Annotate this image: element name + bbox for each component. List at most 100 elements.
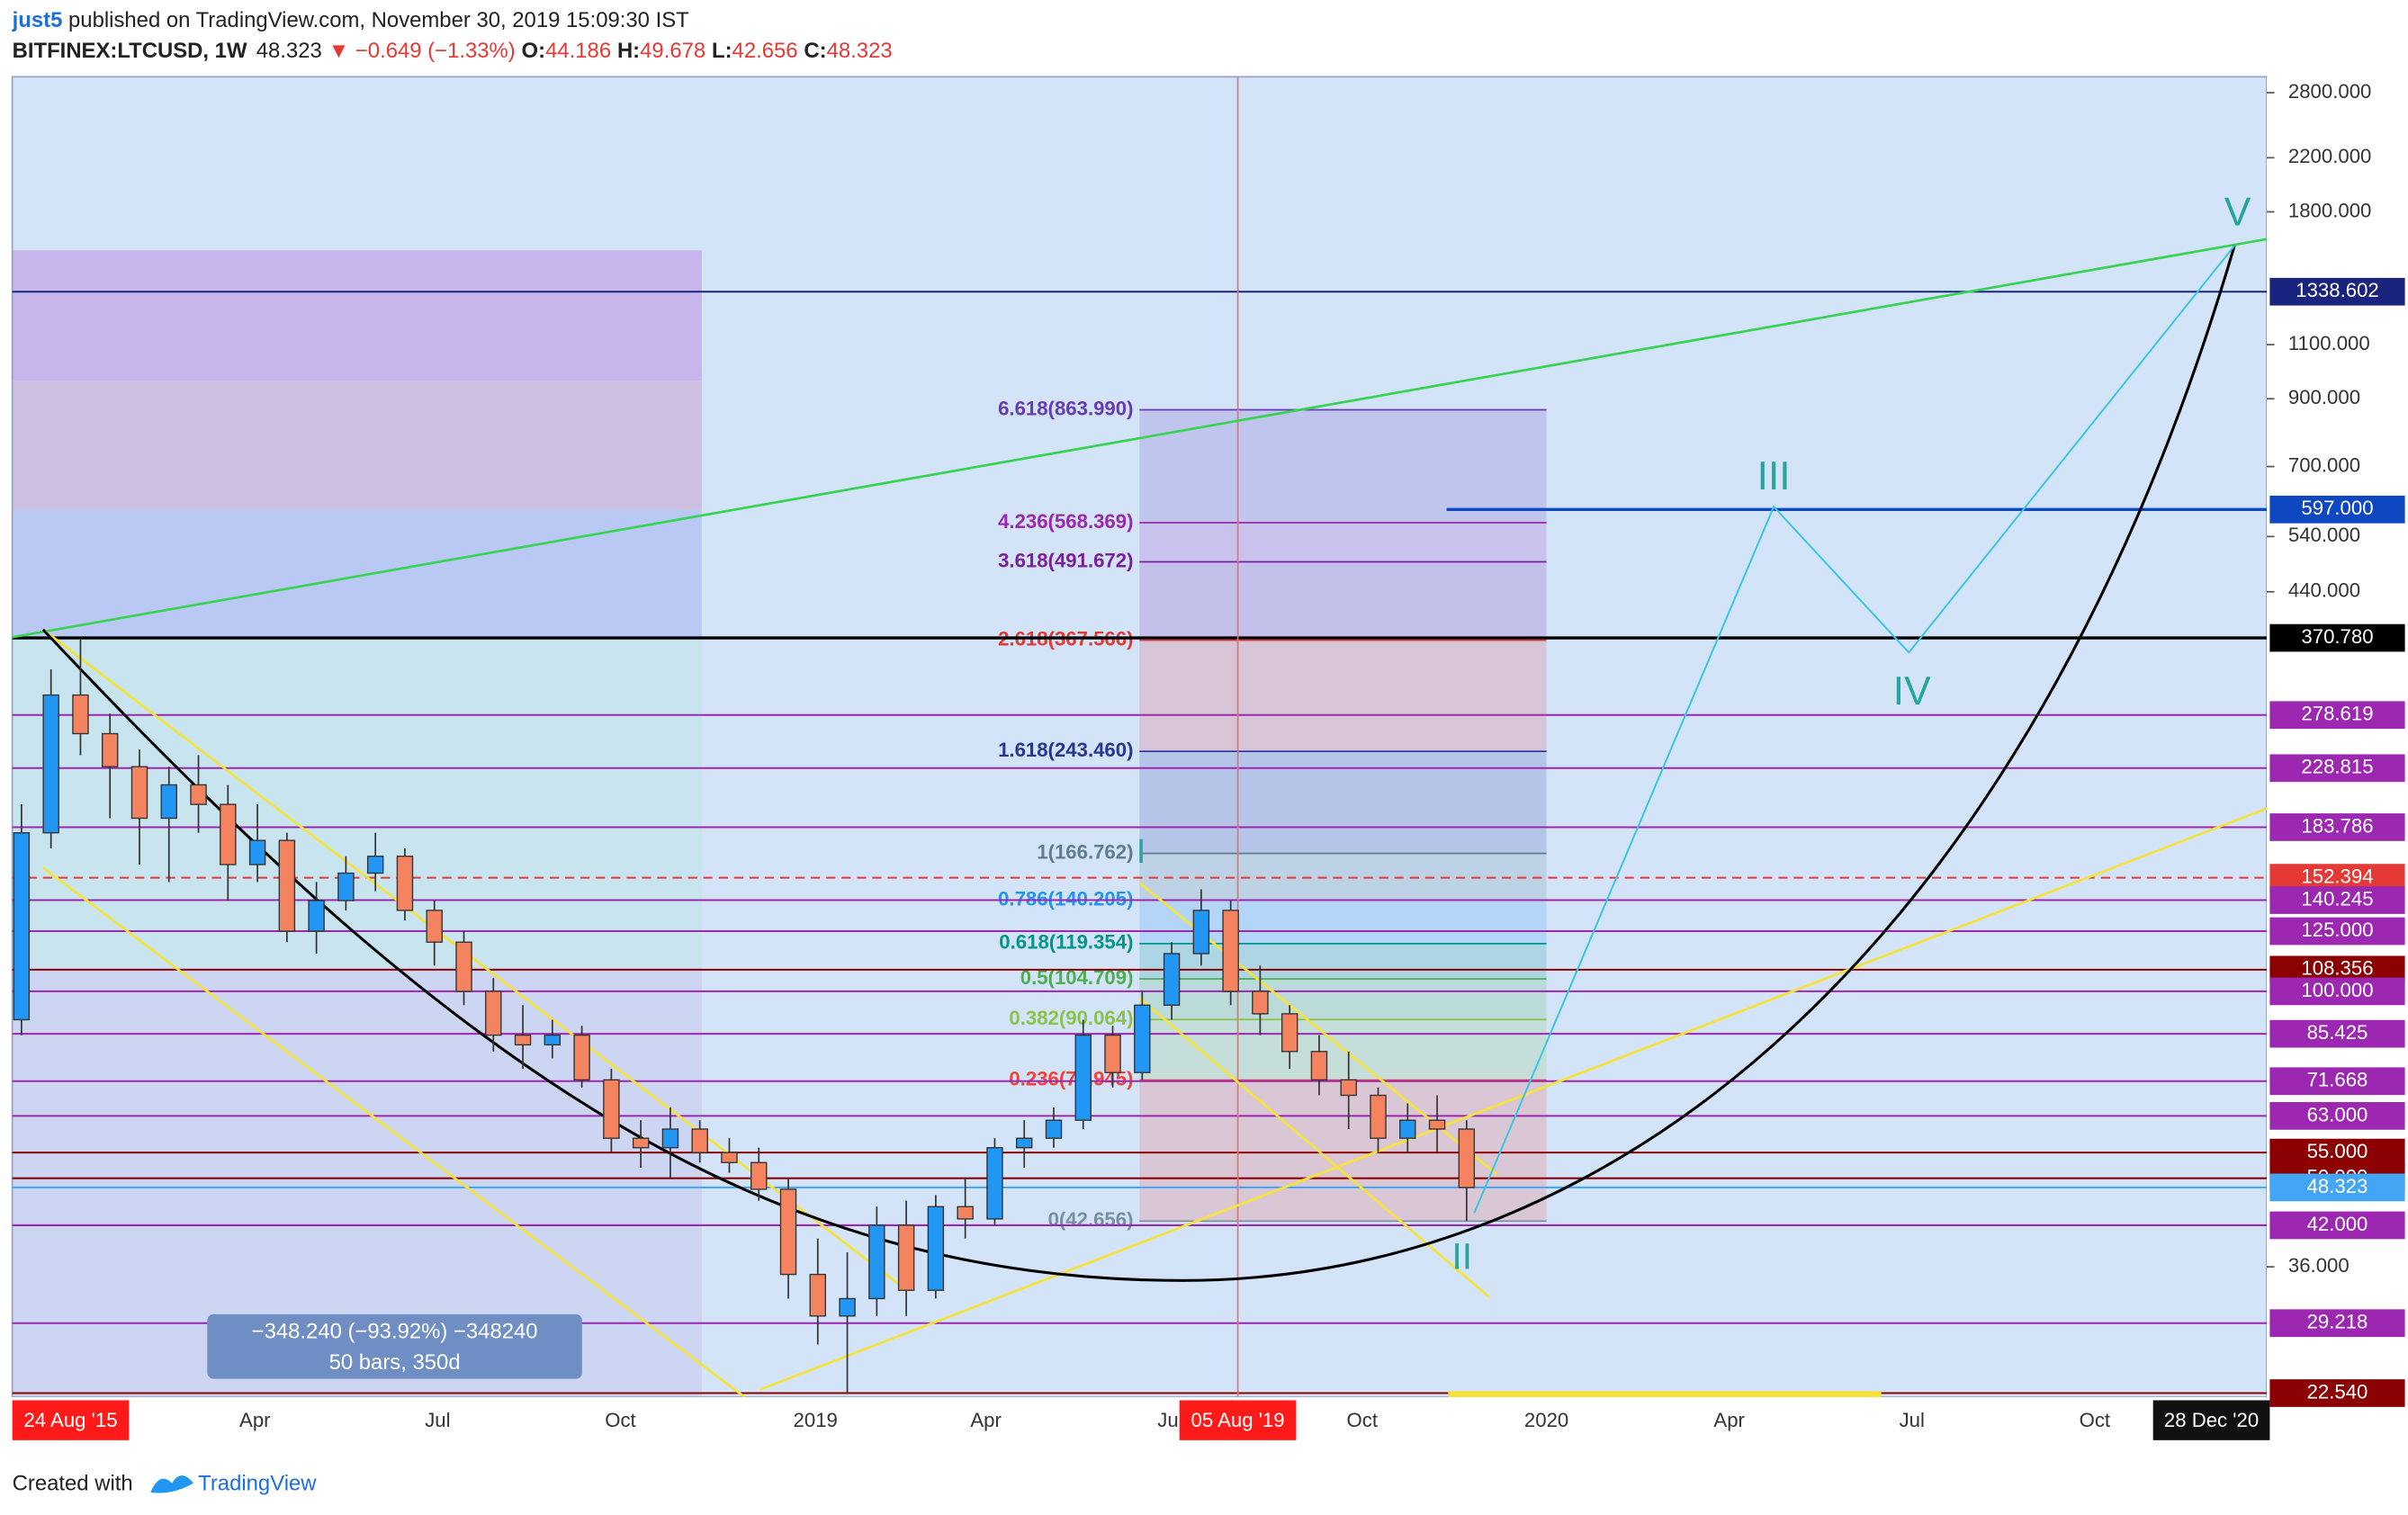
price-box	[2269, 1309, 2405, 1338]
fib-label: 1(166.762)	[1037, 840, 1133, 863]
candle-body	[868, 1224, 885, 1300]
price-label: 108.356	[2301, 957, 2373, 980]
price-box	[2269, 754, 2405, 783]
x-tick-label: Apr	[239, 1409, 271, 1431]
x-tick-label: 2019	[794, 1409, 838, 1431]
fib-zone	[1139, 561, 1547, 641]
zone	[12, 637, 702, 968]
candle-body	[248, 839, 266, 865]
ohlc-label: L:	[712, 39, 732, 63]
price-box	[2269, 886, 2405, 914]
candle-body	[130, 766, 148, 820]
measure-text: 50 bars, 350d	[329, 1350, 461, 1375]
candle-body	[396, 856, 414, 911]
candle-body	[779, 1188, 797, 1276]
price-box	[2269, 1067, 2405, 1096]
ohlc-value: 49.678	[640, 39, 705, 63]
price-box	[2269, 495, 2405, 524]
fib-zone	[1139, 523, 1547, 562]
price-label: 370.780	[2301, 625, 2373, 648]
x-tick-label: Apr	[970, 1409, 1002, 1431]
ohlc-label: O:	[522, 39, 546, 63]
fib-label: 0.618(119.354)	[999, 931, 1133, 954]
ohlc-label: C:	[804, 39, 826, 63]
publisher[interactable]: just5	[12, 8, 63, 32]
y-tick-label: 2200.000	[2288, 145, 2371, 167]
candle-body	[544, 1034, 562, 1046]
candle-body	[1074, 1034, 1092, 1121]
x-tick-label: 28 Dec '20	[2164, 1409, 2259, 1431]
candle-body	[190, 784, 207, 805]
price-box	[2269, 1211, 2405, 1240]
candle-body	[1045, 1119, 1063, 1139]
candle-body	[455, 941, 472, 992]
parabola	[41, 245, 2236, 1282]
price-box	[2269, 1019, 2405, 1048]
published: published on TradingView.com, November 3…	[62, 8, 689, 32]
x-tick-label: Apr	[1713, 1409, 1745, 1431]
fib-label: 0.382(90.064)	[1009, 1007, 1133, 1029]
channel-line	[1138, 997, 1491, 1299]
candle-body	[1370, 1094, 1387, 1139]
axes: 2800.000 2200.000 1800.000 1100.000 900.000 7…	[12, 80, 2405, 1440]
candle-body	[897, 1224, 915, 1291]
price-label: 42.000	[2307, 1213, 2368, 1235]
candle-body	[1134, 1004, 1151, 1073]
candle-body	[986, 1147, 1003, 1220]
candle-body	[661, 1128, 679, 1149]
y-tick-label: 36.000	[2288, 1254, 2350, 1277]
ohlc-value: 48.323	[827, 39, 893, 63]
candle-body	[220, 803, 237, 865]
y-tick-label: 540.000	[2288, 524, 2360, 546]
ohlc-value: 44.186	[545, 39, 611, 63]
measure-text: −348.240 (−93.92%) −348240	[252, 1320, 538, 1344]
last-price: 48.323	[256, 39, 322, 63]
candle-body	[573, 1034, 590, 1081]
symbol-line: BITFINEX:LTCUSD, 1W 48.323 ▼ −0.649 (−1.33…	[13, 39, 893, 63]
price-label: 140.245	[2301, 887, 2373, 910]
x-tick-label: Oct	[605, 1409, 636, 1431]
fib-zone	[1139, 979, 1547, 1020]
fib-label: 0(42.656)	[1048, 1208, 1134, 1231]
candle-body	[1192, 910, 1210, 955]
ohlc-label: H:	[617, 39, 640, 63]
x-tick-label: Jul	[425, 1409, 450, 1431]
fib-label: 1.618(243.460)	[998, 739, 1133, 761]
fib-label: 6.618(863.990)	[998, 397, 1133, 419]
price-box	[2269, 917, 2405, 946]
x-tick-label: Jul	[1157, 1409, 1182, 1431]
x-axis	[0, 1397, 2267, 1444]
candle-body	[308, 900, 325, 932]
price-label: 183.786	[2301, 814, 2373, 837]
candle-body	[1222, 910, 1239, 992]
fib-label: 3.618(491.672)	[998, 549, 1133, 571]
candle-body	[927, 1206, 945, 1291]
candle-body	[1016, 1137, 1033, 1149]
footer-brand[interactable]: TradingView	[198, 1472, 317, 1496]
candle-body	[691, 1128, 708, 1153]
wave-label: III	[1757, 454, 1791, 498]
candle-body	[514, 1034, 532, 1046]
x-tick-label: Jul	[1900, 1409, 1925, 1431]
x-label-box	[12, 1400, 130, 1440]
candle-body	[160, 784, 177, 820]
candle-body	[750, 1161, 768, 1190]
candle-body	[42, 694, 59, 834]
candle-body	[1340, 1079, 1357, 1097]
price-box	[2269, 1102, 2405, 1130]
candle-body	[1252, 991, 1269, 1015]
x-label-box	[2152, 1400, 2270, 1440]
price-box	[2269, 277, 2405, 306]
price-box	[2269, 701, 2405, 730]
publish-line: just5 published on TradingView.com, Nove…	[12, 8, 689, 32]
zone	[12, 250, 702, 381]
candle-body	[721, 1152, 738, 1163]
fib-zone	[1139, 1080, 1547, 1222]
trend-line	[12, 237, 2274, 639]
candle-body	[1399, 1119, 1416, 1139]
x-tick-label: 24 Aug '15	[23, 1409, 117, 1431]
candle-body	[278, 839, 296, 932]
price-label: 71.668	[2307, 1069, 2368, 1091]
price-label: 152.394	[2301, 865, 2373, 887]
